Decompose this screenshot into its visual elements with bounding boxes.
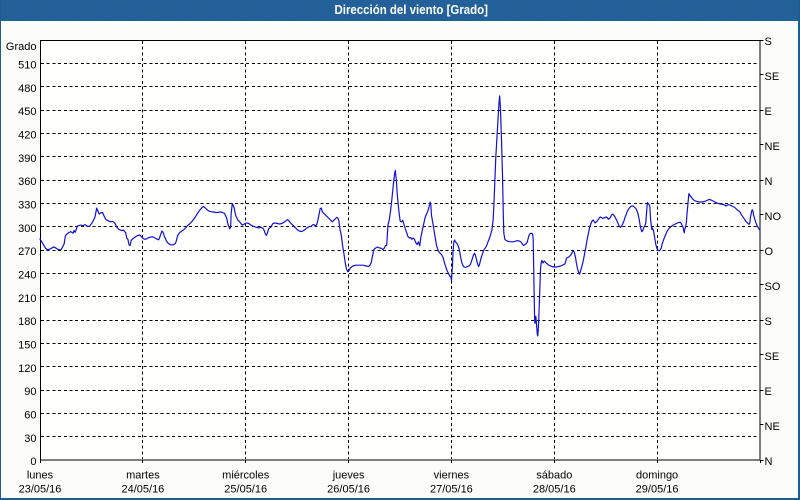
svg-text:90: 90: [24, 386, 36, 398]
svg-text:jueves: jueves: [332, 470, 365, 482]
svg-text:NE: NE: [765, 141, 780, 153]
svg-text:390: 390: [18, 153, 36, 165]
svg-text:E: E: [765, 386, 772, 398]
svg-text:27/05/16: 27/05/16: [430, 484, 473, 496]
svg-text:210: 210: [18, 293, 36, 305]
svg-text:lunes: lunes: [27, 470, 54, 482]
svg-text:240: 240: [18, 270, 36, 282]
svg-text:domingo: domingo: [636, 470, 678, 482]
svg-text:360: 360: [18, 176, 36, 188]
svg-text:E: E: [765, 106, 772, 118]
svg-text:120: 120: [18, 363, 36, 375]
svg-text:150: 150: [18, 340, 36, 352]
svg-text:420: 420: [18, 130, 36, 142]
svg-text:24/05/16: 24/05/16: [121, 484, 164, 496]
svg-text:28/05/16: 28/05/16: [533, 484, 576, 496]
svg-text:N: N: [765, 176, 773, 188]
svg-text:30: 30: [24, 433, 36, 445]
svg-text:S: S: [765, 36, 772, 48]
svg-text:miércoles: miércoles: [222, 470, 270, 482]
svg-text:SE: SE: [765, 71, 780, 83]
svg-text:510: 510: [18, 60, 36, 72]
svg-text:O: O: [765, 246, 774, 258]
svg-text:23/05/16: 23/05/16: [19, 484, 62, 496]
svg-text:SE: SE: [765, 351, 780, 363]
svg-text:Grado: Grado: [6, 41, 37, 53]
svg-text:S: S: [765, 316, 772, 328]
svg-text:270: 270: [18, 246, 36, 258]
svg-text:0: 0: [30, 456, 36, 468]
svg-text:sábado: sábado: [536, 470, 572, 482]
svg-text:330: 330: [18, 200, 36, 212]
svg-text:60: 60: [24, 410, 36, 422]
svg-text:25/05/16: 25/05/16: [224, 484, 267, 496]
svg-text:480: 480: [18, 83, 36, 95]
svg-text:180: 180: [18, 316, 36, 328]
svg-text:martes: martes: [126, 470, 160, 482]
svg-text:viernes: viernes: [434, 470, 470, 482]
svg-text:SO: SO: [765, 281, 781, 293]
svg-text:26/05/16: 26/05/16: [327, 484, 370, 496]
svg-text:NE: NE: [765, 421, 780, 433]
svg-text:N: N: [765, 456, 773, 468]
svg-text:450: 450: [18, 106, 36, 118]
svg-text:Dirección del viento [Grado]: Dirección del viento [Grado]: [335, 2, 489, 17]
svg-text:29/05/16: 29/05/16: [636, 484, 679, 496]
svg-text:NO: NO: [765, 211, 782, 223]
svg-text:300: 300: [18, 223, 36, 235]
